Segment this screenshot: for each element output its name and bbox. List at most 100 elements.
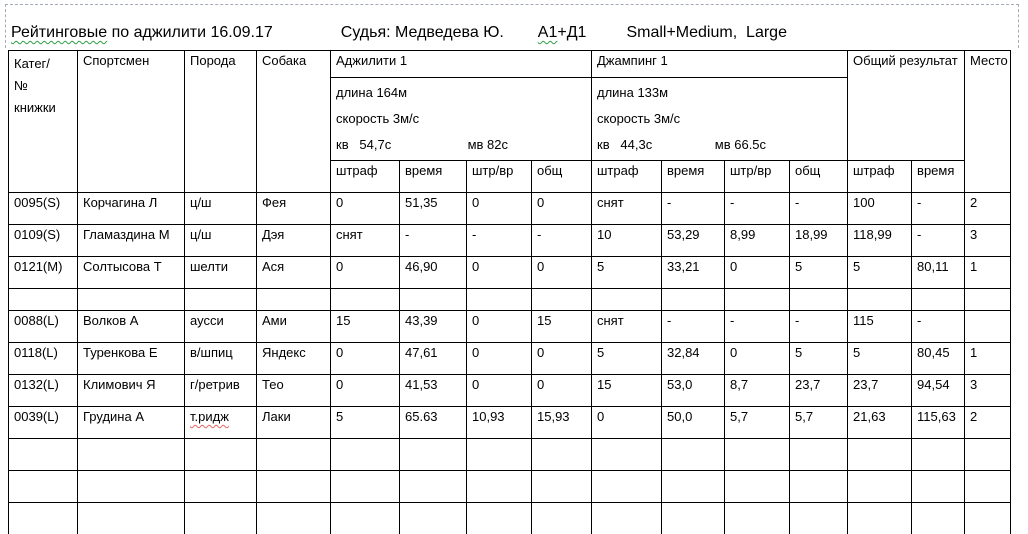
table-cell[interactable]: 15: [531, 310, 592, 343]
table-cell[interactable]: 5,7: [788, 406, 849, 439]
table-cell[interactable]: 18,99: [788, 224, 849, 257]
table-cell[interactable]: [847, 288, 913, 311]
table-cell[interactable]: снят: [591, 192, 662, 225]
table-cell[interactable]: Волков А: [77, 310, 185, 343]
table-cell[interactable]: [399, 288, 467, 311]
table-cell[interactable]: [531, 470, 592, 503]
table-cell[interactable]: [724, 470, 790, 503]
table-cell[interactable]: [788, 438, 849, 471]
table-cell[interactable]: 0: [466, 192, 532, 225]
table-cell[interactable]: [911, 288, 966, 311]
table-cell[interactable]: 0: [531, 192, 592, 225]
table-cell[interactable]: [184, 288, 257, 311]
table-cell[interactable]: [847, 470, 913, 503]
table-cell[interactable]: [77, 288, 185, 311]
table-cell[interactable]: 0: [466, 374, 532, 407]
table-cell[interactable]: [77, 438, 185, 471]
table-cell[interactable]: 0132(L): [8, 374, 78, 407]
header-category[interactable]: Катег/ № книжки: [8, 50, 78, 193]
table-cell[interactable]: 5: [330, 406, 400, 439]
table-cell[interactable]: 15: [591, 374, 662, 407]
table-cell[interactable]: [466, 438, 532, 471]
table-cell[interactable]: [591, 438, 662, 471]
table-cell[interactable]: [184, 438, 257, 471]
table-cell[interactable]: 0039(L): [8, 406, 78, 439]
table-cell[interactable]: 41,53: [399, 374, 467, 407]
table-cell[interactable]: 0: [531, 256, 592, 289]
table-cell[interactable]: -: [911, 310, 966, 343]
table-cell[interactable]: 2: [964, 406, 1012, 439]
document-title[interactable]: Рейтинговые по аджилити 16.09.17 Судья: М…: [11, 24, 787, 42]
table-cell[interactable]: 53,29: [661, 224, 725, 257]
table-cell[interactable]: 0109(S): [8, 224, 78, 257]
table-cell[interactable]: Корчагина Л: [77, 192, 185, 225]
table-cell[interactable]: [847, 502, 913, 534]
table-cell[interactable]: г/ретрив: [184, 374, 257, 407]
table-cell[interactable]: 100: [847, 192, 913, 225]
table-cell[interactable]: [964, 470, 1012, 503]
table-cell[interactable]: -: [399, 224, 467, 257]
table-cell[interactable]: [184, 470, 257, 503]
table-cell[interactable]: Туренкова Е: [77, 342, 185, 375]
table-cell[interactable]: 0088(L): [8, 310, 78, 343]
table-cell[interactable]: 50,0: [661, 406, 725, 439]
table-cell[interactable]: 15: [330, 310, 400, 343]
table-cell[interactable]: [8, 502, 78, 534]
table-cell[interactable]: 0: [466, 310, 532, 343]
subheader-jumping-total[interactable]: общ: [788, 160, 849, 193]
table-cell[interactable]: [911, 438, 966, 471]
table-cell[interactable]: 8,99: [724, 224, 790, 257]
table-cell[interactable]: 115,63: [911, 406, 966, 439]
table-cell[interactable]: [847, 438, 913, 471]
table-cell[interactable]: снят: [330, 224, 400, 257]
table-cell[interactable]: [591, 470, 662, 503]
table-cell[interactable]: [591, 502, 662, 534]
table-cell[interactable]: 8,7: [724, 374, 790, 407]
table-cell[interactable]: 0: [531, 342, 592, 375]
table-cell[interactable]: Фея: [256, 192, 331, 225]
table-cell[interactable]: -: [661, 310, 725, 343]
table-cell[interactable]: ц/ш: [184, 192, 257, 225]
table-cell[interactable]: [466, 470, 532, 503]
subheader-result-time[interactable]: время: [911, 160, 966, 193]
table-cell[interactable]: 0: [724, 342, 790, 375]
table-cell[interactable]: 46,90: [399, 256, 467, 289]
table-cell[interactable]: -: [661, 192, 725, 225]
header-dog[interactable]: Собака: [256, 50, 331, 193]
table-cell[interactable]: [330, 288, 400, 311]
table-cell[interactable]: 0: [330, 256, 400, 289]
table-cell[interactable]: [531, 438, 592, 471]
table-cell[interactable]: ц/ш: [184, 224, 257, 257]
table-cell[interactable]: [399, 438, 467, 471]
subheader-agility-penalty[interactable]: штраф: [330, 160, 400, 193]
table-cell[interactable]: [466, 502, 532, 534]
table-cell[interactable]: 5: [788, 342, 849, 375]
table-cell[interactable]: Солтысова Т: [77, 256, 185, 289]
table-cell[interactable]: т.ридж: [184, 406, 257, 439]
table-cell[interactable]: 118,99: [847, 224, 913, 257]
table-cell[interactable]: 0118(L): [8, 342, 78, 375]
table-cell[interactable]: [8, 288, 78, 311]
table-cell[interactable]: -: [911, 192, 966, 225]
table-cell[interactable]: [466, 288, 532, 311]
table-cell[interactable]: [964, 288, 1012, 311]
table-cell[interactable]: [724, 438, 790, 471]
subheader-agility-pt[interactable]: штр/вр: [466, 160, 532, 193]
table-cell[interactable]: [256, 438, 331, 471]
table-cell[interactable]: 0: [330, 342, 400, 375]
table-cell[interactable]: 5,7: [724, 406, 790, 439]
table-cell[interactable]: [531, 502, 592, 534]
header-sportsman[interactable]: Спортсмен: [77, 50, 185, 193]
table-cell[interactable]: [964, 438, 1012, 471]
table-cell[interactable]: [330, 438, 400, 471]
table-cell[interactable]: [531, 288, 592, 311]
table-cell[interactable]: 3: [964, 224, 1012, 257]
table-cell[interactable]: 21,63: [847, 406, 913, 439]
table-cell[interactable]: [77, 502, 185, 534]
table-cell[interactable]: 5: [847, 256, 913, 289]
table-cell[interactable]: -: [724, 192, 790, 225]
header-jumping[interactable]: Джампинг 1: [590, 50, 849, 78]
table-cell[interactable]: Лаки: [256, 406, 331, 439]
table-cell[interactable]: 0: [724, 256, 790, 289]
table-cell[interactable]: Ами: [256, 310, 331, 343]
